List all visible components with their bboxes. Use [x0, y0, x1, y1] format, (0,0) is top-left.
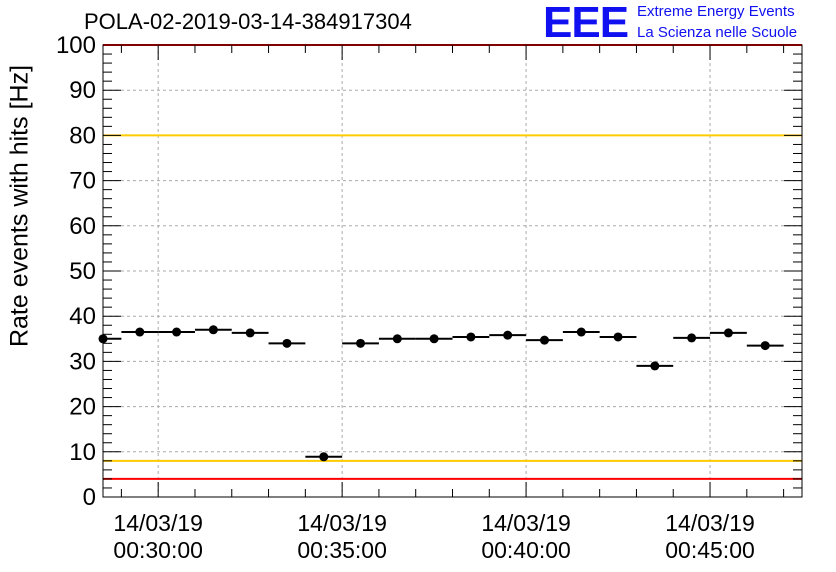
data-point — [466, 332, 476, 342]
data-point — [613, 332, 623, 342]
x-tick-label-time: 00:35:00 — [297, 537, 387, 563]
x-tick-label-time: 00:40:00 — [481, 537, 571, 563]
y-tick-label: 100 — [56, 32, 96, 59]
data-point — [687, 333, 697, 343]
y-tick-label: 40 — [69, 303, 96, 330]
data-point — [392, 334, 402, 344]
x-tick-label-date: 14/03/19 — [481, 510, 571, 536]
x-tick-label-date: 14/03/19 — [297, 510, 387, 536]
y-tick-label: 0 — [83, 484, 96, 511]
y-tick-label: 50 — [69, 258, 96, 285]
x-tick-label-time: 00:45:00 — [665, 537, 755, 563]
data-point — [760, 341, 770, 351]
y-tick-label: 70 — [69, 168, 96, 195]
data-point — [208, 325, 218, 335]
y-tick-label: 20 — [69, 394, 96, 421]
data-point — [319, 452, 329, 462]
chart-title: POLA-02-2019-03-14-384917304 — [84, 9, 412, 34]
data-point — [135, 327, 145, 337]
x-tick-label-date: 14/03/19 — [665, 510, 755, 536]
y-tick-label: 90 — [69, 77, 96, 104]
data-point — [172, 327, 182, 337]
logo-text-line2: La Scienza nelle Scuole — [637, 24, 798, 41]
data-point — [723, 328, 733, 338]
y-tick-label: 10 — [69, 439, 96, 466]
data-point — [650, 361, 660, 371]
y-tick-label: 30 — [69, 348, 96, 375]
data-point — [503, 330, 513, 340]
x-tick-label-time: 00:30:00 — [113, 537, 203, 563]
x-tick-label-date: 14/03/19 — [113, 510, 203, 536]
data-point — [429, 334, 439, 344]
data-point — [576, 327, 586, 337]
eee-logo: EEE Extreme Energy Events La Scienza nel… — [543, 0, 833, 48]
data-point — [98, 334, 108, 344]
y-tick-label: 80 — [69, 122, 96, 149]
logo-text-line1: Extreme Energy Events — [637, 3, 795, 20]
data-point — [245, 328, 255, 338]
y-tick-label: 60 — [69, 213, 96, 240]
data-point — [356, 338, 366, 348]
eee-logo-letters: EEE — [543, 0, 629, 47]
data-point — [539, 335, 549, 345]
data-point — [282, 338, 292, 348]
